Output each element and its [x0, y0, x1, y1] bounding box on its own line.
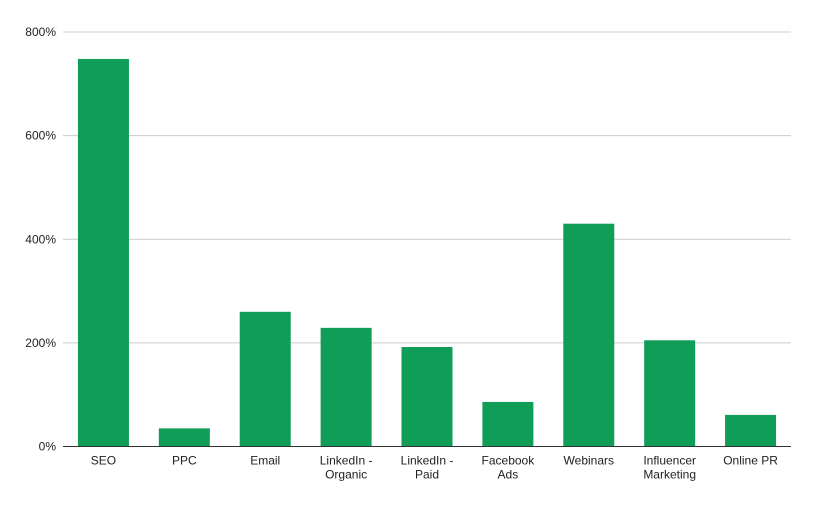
bar[interactable] [644, 340, 696, 447]
bar[interactable] [320, 327, 372, 447]
x-tick-label-line: Webinars [564, 454, 614, 468]
x-tick-label: Email [250, 454, 280, 468]
x-tick-label: LinkedIn -Organic [320, 454, 373, 482]
x-tick-label: Facebook Ads [482, 454, 536, 482]
bars [77, 58, 777, 447]
x-tick-label: Webinars [564, 454, 614, 468]
x-tick-label: SEO [91, 454, 116, 468]
x-tick-label-line: PPC [172, 454, 197, 468]
x-tick-label-line: Facebook [482, 454, 536, 468]
bar[interactable] [77, 58, 129, 447]
x-tick-label-line: LinkedIn - [320, 454, 373, 468]
x-tick-label-line: Organic [325, 468, 367, 482]
y-tick-label: 800% [25, 25, 56, 39]
x-tick-label-line: Marketing [643, 468, 696, 482]
x-tick-label: Online PR [723, 454, 778, 468]
bar[interactable] [239, 311, 291, 447]
x-tick-label-line: Paid [415, 468, 439, 482]
bar[interactable] [158, 428, 210, 447]
bar[interactable] [563, 223, 615, 447]
x-tick-label-line: Online PR [723, 454, 778, 468]
bar[interactable] [725, 414, 777, 447]
y-tick-label: 200% [25, 336, 56, 350]
x-tick-label: PPC [172, 454, 197, 468]
x-tick-label-line: LinkedIn - [401, 454, 454, 468]
y-tick-label: 600% [25, 129, 56, 143]
gridlines [63, 31, 791, 344]
x-tick-label-line: Ads [498, 468, 519, 482]
x-tick-label: LinkedIn -Paid [401, 454, 454, 482]
x-tick-label-line: Influencer [643, 454, 696, 468]
x-tick-label-line: Email [250, 454, 280, 468]
y-tick-label: 400% [25, 232, 56, 246]
y-tick-label: 0% [39, 440, 57, 454]
x-tick-label-line: SEO [91, 454, 116, 468]
x-tick-label: Influencer Marketing [643, 454, 696, 482]
bar[interactable] [482, 401, 534, 447]
bar[interactable] [401, 347, 453, 447]
y-axis-tick-labels: 0% 200% 400% 600% 800% [25, 25, 56, 454]
